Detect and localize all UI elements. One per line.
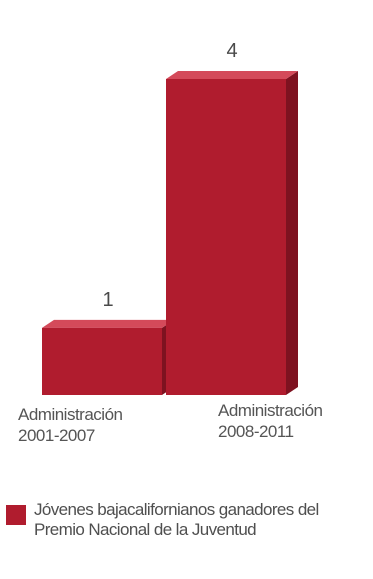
data-label-0: 1 (102, 289, 113, 311)
category-label-0: Administración 2001-2007 (18, 405, 123, 445)
bar-0 (42, 327, 162, 395)
legend-label: Jóvenes bajacalifornianos ganadores del … (34, 500, 319, 539)
bar-side-1 (286, 71, 298, 395)
legend-swatch (6, 505, 26, 525)
bar-1 (166, 79, 286, 395)
bar-top-0 (42, 319, 174, 328)
data-label-1: 4 (226, 40, 237, 62)
category-label-1: Administración 2008-2011 (218, 401, 323, 441)
bar-top-1 (166, 71, 298, 79)
